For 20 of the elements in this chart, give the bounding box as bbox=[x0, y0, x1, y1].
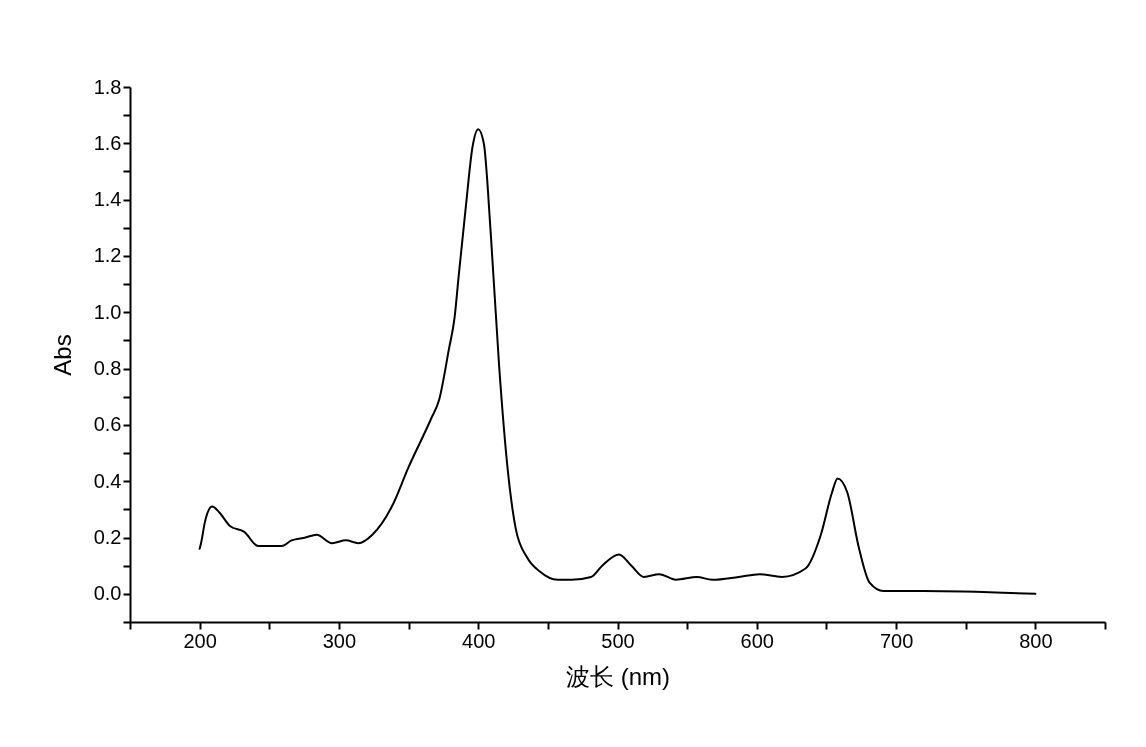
y-tick-label: 0.6 bbox=[93, 413, 122, 436]
x-tick-label: 800 bbox=[1019, 629, 1053, 652]
y-tick-label: 0.2 bbox=[93, 526, 122, 549]
x-tick-label: 200 bbox=[183, 629, 217, 652]
x-tick-label: 700 bbox=[879, 629, 914, 652]
y-tick-label: 0.8 bbox=[93, 357, 122, 380]
y-tick-label: 1.8 bbox=[93, 75, 122, 98]
x-tick-label: 600 bbox=[740, 629, 774, 652]
y-tick-label: 0.4 bbox=[93, 469, 122, 492]
y-tick-label: 1.2 bbox=[93, 244, 122, 267]
x-tick-label: 300 bbox=[322, 629, 357, 652]
y-axis-title: Abs bbox=[48, 334, 76, 376]
x-tick-label: 400 bbox=[462, 629, 496, 652]
y-tick-label: 0.0 bbox=[93, 582, 122, 605]
x-axis-title: 波长 (nm) bbox=[566, 662, 670, 690]
y-tick-label: 1.6 bbox=[93, 131, 122, 154]
line-series bbox=[198, 128, 1037, 595]
y-tick-label: 1.0 bbox=[93, 300, 122, 323]
x-tick-label: 500 bbox=[601, 629, 635, 652]
y-tick-label: 1.4 bbox=[93, 188, 122, 211]
